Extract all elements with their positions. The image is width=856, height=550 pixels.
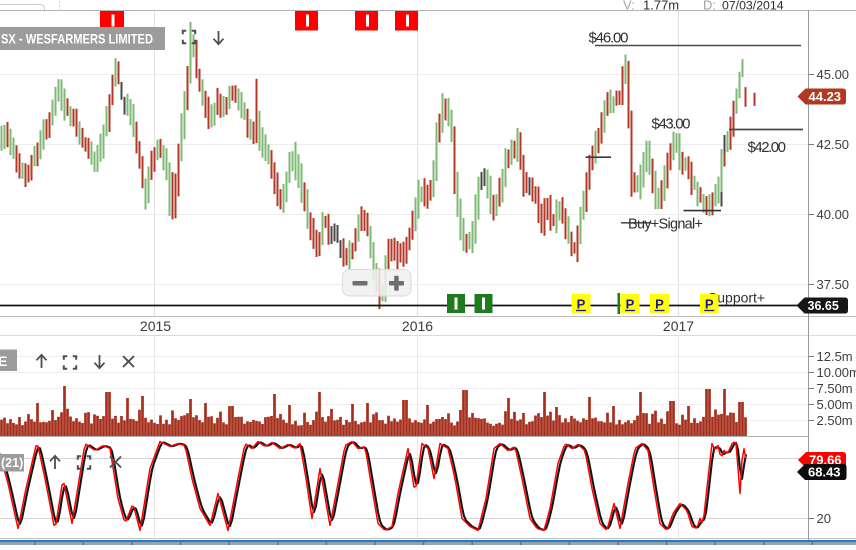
svg-text:2016: 2016 [402,318,433,334]
svg-text:10.00m: 10.00m [817,365,856,380]
svg-text:40.00: 40.00 [817,207,850,222]
svg-text:5.00m: 5.00m [817,397,853,412]
svg-text:42.50: 42.50 [817,137,850,152]
svg-text:2017: 2017 [663,318,694,334]
svg-text:12.5m: 12.5m [817,349,853,364]
svg-text:1.77m: 1.77m [643,0,679,13]
svg-text:SX - WESFARMERS LIMITED: SX - WESFARMERS LIMITED [1,31,153,47]
svg-text:Buy+Signal+: Buy+Signal+ [628,217,703,233]
svg-text:D:: D: [703,0,716,13]
svg-text:P: P [655,297,664,312]
svg-text:36.65: 36.65 [808,299,839,313]
svg-text:$43.00: $43.00 [652,116,691,133]
svg-text:45.00: 45.00 [817,67,850,82]
svg-text:44.23: 44.23 [809,89,842,104]
svg-text:2.50m: 2.50m [817,413,853,428]
svg-text:V:: V: [623,0,635,13]
svg-text:E: E [0,353,7,369]
svg-text:$46.00: $46.00 [589,30,629,47]
svg-text:P: P [626,297,635,312]
svg-text:68.43: 68.43 [808,465,841,480]
svg-text:07/03/2014: 07/03/2014 [722,0,784,13]
svg-text:7.50m: 7.50m [817,381,853,396]
svg-text:2015: 2015 [140,318,171,334]
svg-text:$42.00: $42.00 [748,139,787,156]
svg-text:37.50: 37.50 [817,277,850,292]
svg-text:P: P [705,297,714,312]
svg-text:(21): (21) [1,456,23,470]
svg-text:P: P [577,297,586,312]
svg-text:20: 20 [817,511,831,526]
